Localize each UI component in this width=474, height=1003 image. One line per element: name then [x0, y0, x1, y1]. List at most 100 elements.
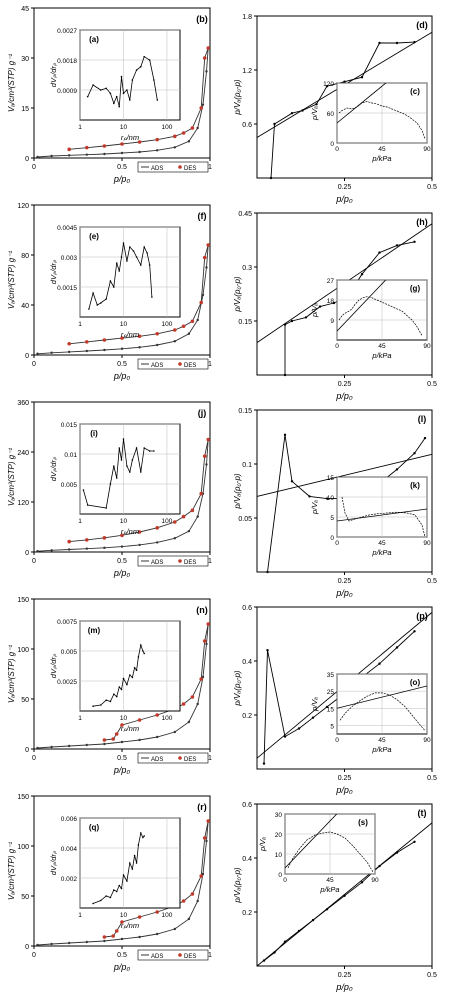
psd-x-axis-label: rₚ/nm [121, 527, 139, 536]
lang-y-axis-label: p/Vₐ [310, 500, 319, 515]
psd-letter: (a) [89, 35, 99, 44]
psd-point [113, 286, 115, 288]
bet-x-axis-label: p/p₀ [335, 391, 353, 401]
ads-point [187, 332, 191, 335]
lang-y-axis-label: p/Vₐ [258, 837, 267, 852]
legend-des-swatch [178, 559, 182, 563]
lang-fit-line [337, 83, 387, 124]
bet-point [297, 929, 301, 933]
psd-point [131, 676, 134, 679]
y-axis-label: Vₐ/cm³(STP) g⁻¹ [7, 842, 16, 901]
des-point [67, 539, 71, 544]
legend-ads-label: ADS [151, 954, 163, 960]
bet-x-tick-label: 0.5 [427, 578, 437, 585]
psd-point [105, 87, 107, 90]
psd-x-tick-label: 100 [162, 124, 173, 131]
psd-point [99, 899, 102, 902]
psd-x-axis-label: rₚ/nm [121, 724, 139, 733]
bet-y-tick-label: 0.1 [242, 462, 252, 469]
des-point [155, 137, 159, 142]
bet-point [395, 468, 399, 471]
bet-x-tick-label: 0.5 [427, 775, 437, 782]
des-point [120, 723, 124, 727]
psd-y-tick-label: 0.01 [64, 452, 77, 459]
legend-des-label: DES [184, 757, 196, 763]
lang-x-axis-label: p/kPa [371, 154, 391, 163]
bet-x-axis-label: p/p₀ [335, 785, 353, 795]
psd-point [105, 507, 107, 509]
bet-point [395, 244, 399, 247]
bet-point [283, 940, 287, 943]
y-tick-label: 240 [17, 450, 29, 457]
psd-point [143, 55, 146, 58]
psd-x-tick-label: 10 [120, 518, 128, 525]
bet-point [269, 176, 273, 180]
psd-x-tick-label: 1 [78, 912, 82, 919]
bet-fit-line [256, 822, 433, 967]
des-point [181, 514, 186, 519]
y-tick-label: 360 [17, 400, 29, 407]
lang-letter: (o) [410, 678, 421, 687]
psd-point [99, 89, 102, 91]
bet-point [378, 662, 381, 665]
psd-y-tick-label: 0.0075 [57, 619, 77, 626]
psd-x-tick-label: 1 [78, 518, 82, 525]
ads-point [173, 146, 176, 149]
psd-y-tick-label: 0.0027 [57, 28, 77, 35]
psd-point [126, 465, 128, 467]
des-point [190, 508, 195, 513]
lang-y-tick-label: 10 [327, 495, 335, 502]
des-point [137, 140, 142, 144]
ads-point [85, 153, 89, 156]
bet-letter: (p) [416, 611, 428, 621]
psd-point [153, 79, 155, 81]
psd-x-tick-label: 1 [78, 124, 82, 131]
ads-point [196, 318, 199, 322]
bet-y-axis-label: p/Vₐ(p₀-p) [233, 79, 242, 115]
psd-inset-frame [79, 226, 181, 318]
psd-letter: (q) [89, 823, 100, 832]
ads-point [120, 347, 124, 350]
ads-point [201, 872, 205, 876]
bet-point [360, 76, 364, 79]
y-tick-label: 0 [25, 747, 29, 754]
x-tick-label: 0.5 [117, 755, 127, 762]
bet-point [413, 452, 416, 455]
des-point [102, 338, 107, 342]
psd-y-tick-label: 0.006 [61, 816, 78, 823]
psd-point [122, 874, 125, 876]
bet-letter: (h) [416, 217, 428, 227]
bet-point [266, 570, 269, 574]
psd-point [131, 868, 134, 870]
psd-x-axis-label: rₚ/nm [121, 133, 139, 142]
psd-point [143, 652, 146, 655]
ads-point [187, 720, 191, 724]
ads-point [36, 746, 39, 750]
bet-point [297, 727, 301, 730]
des-point [190, 892, 195, 896]
bet-point [413, 240, 416, 243]
bet-x-axis-label: p/p₀ [335, 982, 353, 992]
psd-point [126, 89, 128, 91]
psd-y-tick-label: 0.003 [61, 255, 78, 262]
psd-point [137, 844, 140, 846]
psd-point [129, 471, 131, 473]
psd-point [105, 298, 107, 300]
bet-point [325, 497, 329, 500]
bet-x-tick-label: 0.5 [427, 972, 437, 979]
bet-point [266, 649, 269, 652]
ads-point [68, 154, 71, 157]
psd-point [122, 242, 125, 244]
bet-x-tick-label: 0.25 [338, 972, 352, 979]
psd-point [131, 79, 134, 81]
y-tick-label: 50 [21, 697, 29, 704]
ads-point [196, 515, 199, 518]
psd-point [109, 280, 112, 282]
des-series-line [69, 244, 209, 345]
panel-letter: (n) [196, 605, 208, 615]
psd-letter: (i) [90, 429, 98, 438]
ads-point [85, 743, 89, 747]
psd-point [139, 264, 142, 266]
bet-x-tick-label: 0.25 [338, 578, 352, 585]
psd-x-tick-label: 10 [120, 321, 128, 328]
